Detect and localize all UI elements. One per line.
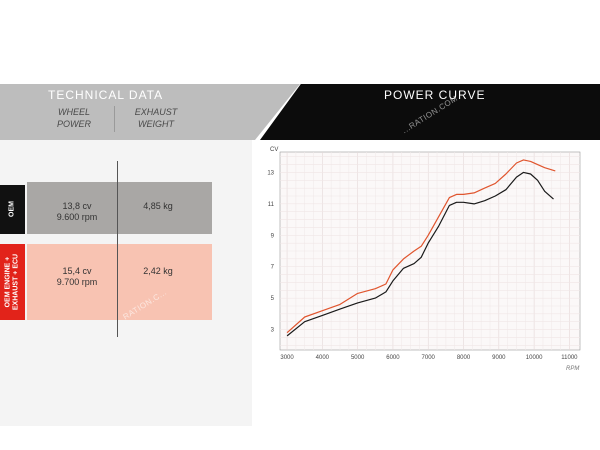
power-curve-chart: 3000 4000 5000 6000 7000 8000 9000 10000 11000 3 5… — [258, 140, 600, 380]
table-row-tuned — [27, 244, 212, 320]
row-tag-tuned-line1: OEM ENGINE + — [4, 256, 12, 308]
tuned-power-rpm: 9.700 rpm — [56, 277, 98, 287]
x-tick-label: 7000 — [422, 355, 436, 361]
y-tick-label: 11 — [268, 202, 275, 208]
x-tick-label: 4000 — [316, 355, 330, 361]
x-tick-label: 10000 — [526, 355, 543, 361]
x-tick-label: 9000 — [492, 355, 506, 361]
y-tick-label: 3 — [271, 328, 275, 334]
wheel-power-header-line1: WHEEL — [57, 107, 90, 117]
y-tick-label: 9 — [271, 233, 275, 239]
tuned-exhaust-weight-cell: 2,42 kg — [143, 266, 173, 276]
technical-data-header — [0, 84, 300, 140]
oem-power-value: 13,8 cv — [62, 201, 92, 211]
x-tick-label: 6000 — [386, 355, 400, 361]
table-row-oem — [27, 182, 212, 234]
oem-exhaust-weight-cell: 4,85 kg — [143, 201, 173, 211]
oem-power-rpm: 9.600 rpm — [56, 212, 98, 222]
oem-wheel-power-cell: 13,8 cv 9.600 rpm — [44, 201, 110, 223]
row-tag-oem: OEM — [0, 185, 25, 234]
tuned-power-value: 15,4 cv — [62, 266, 92, 276]
row-tag-tuned: OEM ENGINE + EXHAUST + ECU — [0, 244, 25, 320]
series-line-tuned — [286, 159, 556, 334]
row-tag-oem-label: OEM — [8, 201, 16, 217]
power-curve-title: POWER CURVE — [384, 88, 486, 102]
y-tick-label: 7 — [271, 265, 275, 271]
technical-data-title: TECHNICAL DATA — [48, 88, 164, 102]
x-tick-label: 8000 — [457, 355, 471, 361]
exhaust-weight-header-line2: WEIGHT — [138, 119, 174, 129]
tuned-wheel-power-cell: 15,4 cv 9.700 rpm — [44, 266, 110, 288]
x-tick-label: 5000 — [351, 355, 365, 361]
x-tick-label: 11000 — [561, 355, 578, 361]
wheel-power-column-header: WHEEL POWER — [52, 106, 96, 130]
column-divider — [117, 161, 118, 337]
x-tick-label: 3000 — [280, 355, 294, 361]
series-line-oem — [286, 171, 554, 337]
exhaust-weight-column-header: EXHAUST WEIGHT — [128, 106, 184, 130]
x-axis-label: RPM — [566, 366, 579, 372]
row-tag-tuned-label: OEM ENGINE + EXHAUST + ECU — [5, 244, 21, 321]
row-tag-tuned-line2: EXHAUST + ECU — [12, 253, 20, 311]
wheel-power-header-line2: POWER — [56, 119, 91, 129]
column-header-divider — [114, 106, 115, 132]
power-curve-svg: 3000 4000 5000 6000 7000 8000 9000 10000 11000 3 5… — [267, 147, 581, 372]
y-axis-label: CV — [270, 147, 278, 153]
y-tick-label: 13 — [267, 170, 274, 176]
y-tick-label: 5 — [271, 296, 275, 302]
exhaust-weight-header-line1: EXHAUST — [134, 107, 178, 117]
power-curve-header — [260, 84, 600, 140]
